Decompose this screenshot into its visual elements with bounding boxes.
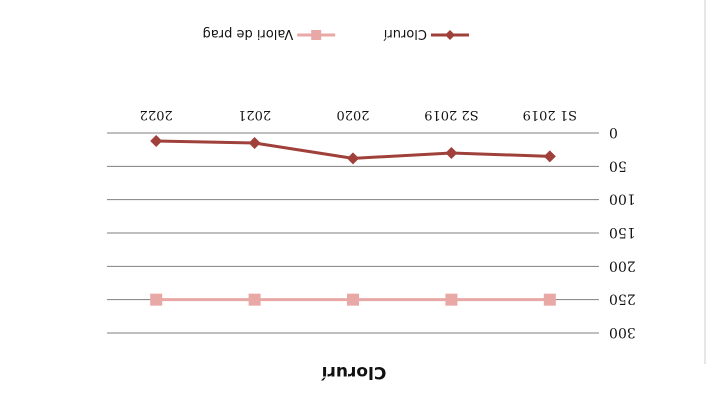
data-point (543, 150, 556, 163)
data-point (347, 293, 359, 306)
series-layer (150, 135, 556, 306)
legend-marker (445, 30, 455, 40)
x-tick-label: 2021 (238, 107, 271, 122)
data-point (445, 147, 458, 159)
x-tick-label: 2022 (140, 107, 173, 122)
y-tick-label: 150 (609, 224, 636, 240)
legend-label: Clorurí (383, 26, 427, 41)
y-tick-label: 0 (609, 124, 618, 140)
x-tick-label: S1 2019 (523, 107, 577, 122)
y-tick-label: 100 (609, 191, 636, 207)
y-tick-label: 300 (609, 324, 636, 340)
data-point (248, 293, 261, 306)
data-point (248, 137, 261, 149)
data-point (445, 293, 458, 306)
chart-title: Clorurí (320, 362, 386, 382)
data-point (150, 293, 163, 306)
legend: Clorurí Valori de prag (202, 26, 469, 41)
data-point (347, 152, 359, 165)
legend-marker (311, 30, 322, 40)
x-tick-label: S2 2019 (424, 107, 478, 122)
x-tick-label: 2020 (336, 107, 369, 122)
x-axis-ticks: S1 2019 S2 2019 2020 2021 2022 (140, 107, 577, 122)
y-axis-ticks: 0 50 100 150 200 250 300 (609, 124, 636, 340)
y-tick-label: 50 (609, 157, 627, 173)
y-tick-label: 200 (609, 257, 636, 273)
data-point (543, 293, 556, 306)
y-tick-label: 250 (609, 291, 636, 307)
data-point (150, 135, 163, 147)
legend-label: Valori de prag (202, 26, 293, 41)
